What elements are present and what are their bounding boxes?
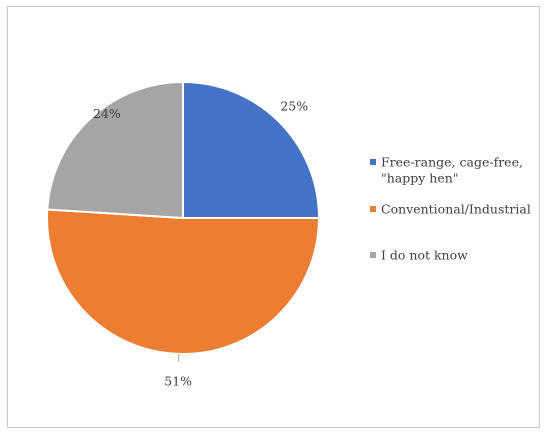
pie-slice-3 (46, 80, 184, 220)
legend-label-3: I do not know (381, 248, 468, 263)
legend-swatch-3 (370, 252, 376, 258)
legend: Free-range, cage-free,"happy hen" Convent… (370, 155, 531, 263)
legend-label-1-line-2: "happy hen" (381, 171, 459, 186)
data-label-2: 51% (164, 373, 192, 388)
pie-slice-1 (182, 80, 321, 219)
data-label-3: 24% (93, 106, 121, 121)
legend-label-1: Free-range, cage-free, (381, 155, 523, 170)
legend-label-2: Conventional/Industrial (381, 202, 531, 217)
data-label-1: 25% (280, 98, 308, 113)
pie-slice-2 (46, 208, 321, 355)
data-labels: 25% 51% 24% (93, 98, 308, 388)
legend-swatch-1 (370, 159, 376, 165)
pie-slices (46, 80, 321, 355)
legend-swatch-2 (370, 206, 376, 212)
